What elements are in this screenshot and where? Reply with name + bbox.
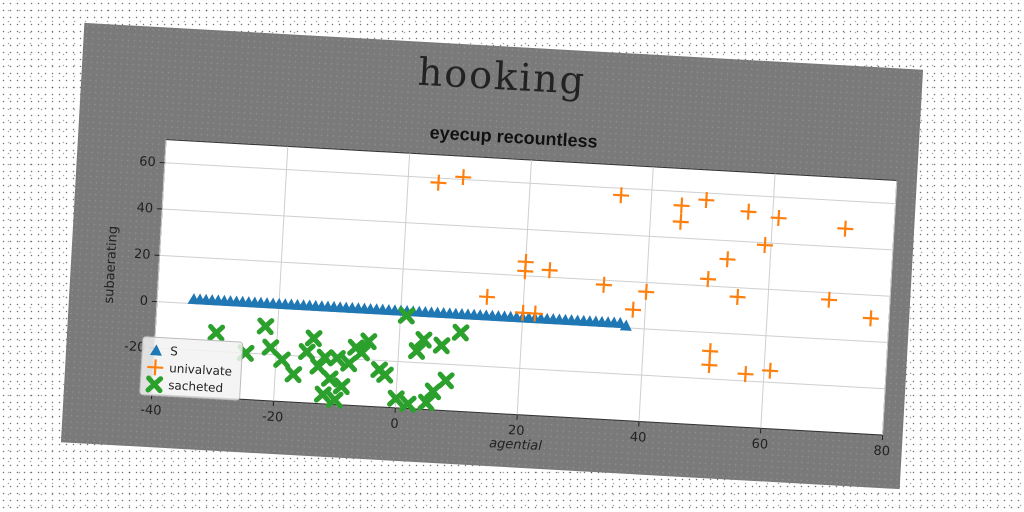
series-1	[430, 169, 879, 383]
point-univalvate	[737, 365, 754, 383]
point-sacheted	[424, 382, 442, 401]
x-tick-label: 0	[390, 417, 399, 432]
point-sacheted	[304, 329, 323, 348]
point-univalvate	[702, 343, 719, 360]
point-sacheted	[328, 349, 346, 367]
point-sacheted	[284, 365, 303, 384]
legend-label-0: S	[170, 344, 178, 358]
point-univalvate	[729, 288, 746, 306]
point-sacheted	[320, 369, 339, 388]
point-univalvate	[762, 362, 779, 379]
x-tick-labels: -40 -20 0 20 40 60 80	[140, 394, 890, 460]
x-grid-line	[882, 180, 898, 436]
point-sacheted	[325, 390, 344, 409]
point-univalvate	[430, 174, 447, 191]
y-tick-label: 20	[134, 247, 151, 263]
chart-title: eyecup recountless	[429, 122, 598, 151]
point-univalvate	[698, 191, 715, 209]
y-tick-label: 60	[139, 154, 156, 170]
x-tick-label: 40	[629, 430, 646, 446]
point-sacheted	[256, 317, 275, 336]
x-tick-label: -20	[262, 409, 284, 425]
point-univalvate	[719, 251, 736, 268]
figure-card: hooking eyecup recountless -40 -20 0 20 40 60…	[60, 22, 924, 490]
point-univalvate	[862, 310, 879, 327]
point-S	[619, 319, 632, 331]
y-grid-line	[164, 162, 896, 205]
y-tick-label: -20	[124, 339, 146, 355]
point-sacheted	[261, 338, 280, 357]
point-sacheted	[352, 343, 371, 362]
point-univalvate	[455, 169, 472, 186]
series-2	[207, 306, 470, 413]
scatter-chart: eyecup recountless -40 -20 0 20 40 60 80 -20 0 2…	[102, 122, 898, 460]
point-univalvate	[756, 237, 773, 254]
point-univalvate	[770, 209, 787, 227]
legend-label-2: sacheted	[168, 378, 224, 395]
point-sacheted	[417, 393, 436, 412]
point-sacheted	[340, 354, 358, 373]
point-sacheted	[432, 336, 451, 355]
legend-marker-0	[149, 344, 162, 356]
point-sacheted	[316, 348, 334, 367]
point-univalvate	[673, 197, 690, 214]
point-univalvate	[613, 187, 630, 204]
point-sacheted	[436, 371, 455, 390]
y-grid-line	[162, 208, 893, 251]
point-univalvate	[672, 213, 689, 230]
point-sacheted	[387, 389, 405, 408]
point-sacheted	[207, 323, 226, 342]
point-sacheted	[298, 342, 316, 361]
x-grid-line	[394, 153, 411, 408]
point-sacheted	[359, 332, 378, 351]
data-points	[187, 169, 879, 413]
y-tick-labels: -20 0 20 40 60	[124, 154, 165, 355]
point-univalvate	[517, 263, 534, 280]
point-univalvate	[541, 262, 558, 279]
series-0	[187, 293, 632, 331]
point-univalvate	[638, 283, 655, 300]
x-tick-label: 80	[873, 444, 890, 460]
y-tick-label: 0	[139, 294, 148, 309]
point-univalvate	[527, 305, 544, 322]
point-sacheted	[332, 377, 351, 396]
legend-marker-2	[145, 375, 164, 394]
point-sacheted	[313, 385, 332, 404]
point-univalvate	[700, 271, 717, 288]
point-sacheted	[273, 350, 291, 369]
point-univalvate	[479, 288, 496, 305]
x-grid-line	[273, 146, 289, 402]
point-univalvate	[837, 220, 854, 237]
point-univalvate	[595, 276, 612, 293]
y-tick-label: 40	[136, 201, 153, 217]
point-univalvate	[624, 301, 642, 318]
legend-marker-1	[147, 359, 164, 376]
point-sacheted	[414, 330, 433, 349]
point-univalvate	[821, 291, 838, 308]
x-grid-line	[516, 160, 532, 415]
x-grid-line	[760, 173, 776, 429]
point-sacheted	[376, 365, 394, 384]
x-axis-label: agential	[489, 436, 543, 454]
point-sacheted	[451, 323, 470, 342]
point-sacheted	[397, 306, 416, 325]
legend-label-1: univalvate	[169, 361, 233, 378]
x-tick-label: 20	[508, 423, 525, 439]
point-sacheted	[408, 342, 426, 360]
point-univalvate	[701, 356, 718, 374]
legend-box	[139, 336, 244, 401]
point-sacheted	[398, 395, 417, 413]
x-tick-label: -40	[140, 403, 162, 419]
y-axis-label: subaerating	[102, 226, 121, 304]
x-tick-label: 60	[751, 437, 768, 453]
point-univalvate	[740, 203, 757, 220]
